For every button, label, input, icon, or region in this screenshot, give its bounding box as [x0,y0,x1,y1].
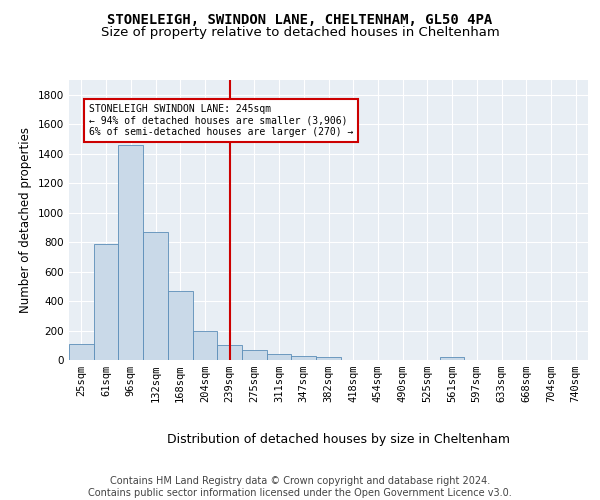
Bar [168,290,193,360]
Y-axis label: Number of detached properties: Number of detached properties [19,127,32,313]
Bar [193,330,217,360]
Bar [69,344,94,360]
Bar [292,356,316,360]
Text: STONELEIGH, SWINDON LANE, CHELTENHAM, GL50 4PA: STONELEIGH, SWINDON LANE, CHELTENHAM, GL… [107,12,493,26]
Bar [440,357,464,360]
Bar [217,346,242,360]
Bar [316,357,341,360]
Bar [242,350,267,360]
Bar [143,232,168,360]
Text: Distribution of detached houses by size in Cheltenham: Distribution of detached houses by size … [167,432,511,446]
Bar [267,354,292,360]
Bar [94,244,118,360]
Bar [118,145,143,360]
Text: STONELEIGH SWINDON LANE: 245sqm
← 94% of detached houses are smaller (3,906)
6% : STONELEIGH SWINDON LANE: 245sqm ← 94% of… [89,104,353,137]
Text: Contains HM Land Registry data © Crown copyright and database right 2024.
Contai: Contains HM Land Registry data © Crown c… [88,476,512,498]
Text: Size of property relative to detached houses in Cheltenham: Size of property relative to detached ho… [101,26,499,39]
